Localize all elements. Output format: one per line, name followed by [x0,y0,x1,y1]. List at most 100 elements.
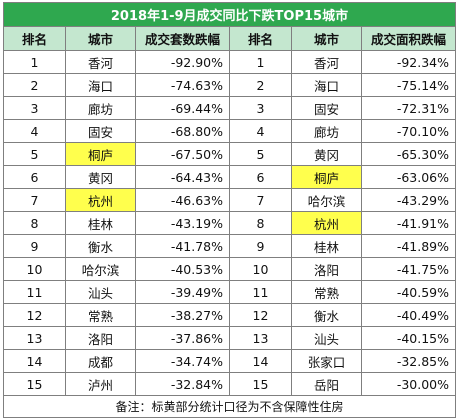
rank-cell-left: 9 [3,234,66,258]
city-cell-right: 岳阳 [291,372,362,396]
city-cell-right: 哈尔滨 [291,188,362,212]
city-cell-left: 廊坊 [65,96,136,120]
units-decline-cell: -43.19% [135,211,230,235]
header-city-left: 城市 [65,26,136,51]
area-decline-cell: -92.34% [361,50,456,74]
units-decline-cell: -69.44% [135,96,230,120]
rank-cell-left: 10 [3,257,66,281]
header-rank-right: 排名 [229,26,292,51]
units-decline-cell: -40.53% [135,257,230,281]
city-cell-left: 黄冈 [65,165,136,189]
header-area-decline: 成交面积跌幅 [361,26,456,51]
city-cell-left: 常熟 [65,303,136,327]
rank-cell-right: 13 [229,326,292,350]
table-note: 备注：标黄部分统计口径为不含保障性住房 [3,395,456,418]
area-decline-cell: -30.00% [361,372,456,396]
rank-cell-left: 12 [3,303,66,327]
rank-cell-right: 5 [229,142,292,166]
city-cell-right: 衡水 [291,303,362,327]
city-cell-right: 黄冈 [291,142,362,166]
table-row: 2 海口 -74.63% 2 海口 -75.14% [3,73,456,97]
rank-cell-left: 1 [3,50,66,74]
city-cell-left: 桂林 [65,211,136,235]
table-row: 1 香河 -92.90% 1 香河 -92.34% [3,50,456,74]
rank-cell-left: 2 [3,73,66,97]
area-decline-cell: -40.59% [361,280,456,304]
header-units-decline: 成交套数跌幅 [135,26,230,51]
rank-cell-left: 5 [3,142,66,166]
units-decline-cell: -38.27% [135,303,230,327]
city-cell-right: 桂林 [291,234,362,258]
rank-cell-right: 4 [229,119,292,143]
rank-cell-left: 13 [3,326,66,350]
city-cell-right: 杭州 [291,211,362,235]
rank-cell-right: 2 [229,73,292,97]
city-cell-right: 香河 [291,50,362,74]
units-decline-cell: -92.90% [135,50,230,74]
rank-cell-right: 9 [229,234,292,258]
table-row: 13 洛阳 -37.86% 13 汕头 -40.15% [3,326,456,350]
rank-cell-left: 14 [3,349,66,373]
table-row: 5 桐庐 -67.50% 5 黄冈 -65.30% [3,142,456,166]
table-body: 1 香河 -92.90% 1 香河 -92.34% 2 海口 -74.63% 2 海口 -75.14%… [3,50,456,396]
area-decline-cell: -40.49% [361,303,456,327]
city-cell-right: 汕头 [291,326,362,350]
units-decline-cell: -46.63% [135,188,230,212]
area-decline-cell: -65.30% [361,142,456,166]
table-row: 14 成都 -34.74% 14 张家口 -32.85% [3,349,456,373]
rank-cell-right: 11 [229,280,292,304]
units-decline-cell: -37.86% [135,326,230,350]
area-decline-cell: -40.15% [361,326,456,350]
area-decline-cell: -75.14% [361,73,456,97]
rank-cell-right: 8 [229,211,292,235]
city-cell-right: 洛阳 [291,257,362,281]
rank-cell-right: 14 [229,349,292,373]
area-decline-cell: -41.89% [361,234,456,258]
city-cell-right: 廊坊 [291,119,362,143]
units-decline-cell: -67.50% [135,142,230,166]
units-decline-cell: -39.49% [135,280,230,304]
rank-cell-right: 3 [229,96,292,120]
rank-cell-left: 4 [3,119,66,143]
city-cell-left: 泸州 [65,372,136,396]
rank-cell-left: 3 [3,96,66,120]
city-cell-left: 哈尔滨 [65,257,136,281]
city-cell-left: 香河 [65,50,136,74]
city-cell-right: 常熟 [291,280,362,304]
header-rank-left: 排名 [3,26,66,51]
city-cell-left: 固安 [65,119,136,143]
units-decline-cell: -41.78% [135,234,230,258]
table-row: 15 泸州 -32.84% 15 岳阳 -30.00% [3,372,456,396]
rank-cell-left: 11 [3,280,66,304]
table-row: 11 汕头 -39.49% 11 常熟 -40.59% [3,280,456,304]
area-decline-cell: -41.91% [361,211,456,235]
city-cell-left: 汕头 [65,280,136,304]
rank-cell-left: 15 [3,372,66,396]
rank-cell-left: 8 [3,211,66,235]
table-row: 3 廊坊 -69.44% 3 固安 -72.31% [3,96,456,120]
table-title: 2018年1-9月成交同比下跌TOP15城市 [3,2,456,27]
table-title-row: 2018年1-9月成交同比下跌TOP15城市 [3,2,456,27]
area-decline-cell: -43.29% [361,188,456,212]
units-decline-cell: -64.43% [135,165,230,189]
table-row: 6 黄冈 -64.43% 6 桐庐 -63.06% [3,165,456,189]
rank-cell-right: 6 [229,165,292,189]
rank-cell-right: 12 [229,303,292,327]
rank-cell-right: 7 [229,188,292,212]
table-row: 12 常熟 -38.27% 12 衡水 -40.49% [3,303,456,327]
rank-cell-right: 10 [229,257,292,281]
city-cell-left: 洛阳 [65,326,136,350]
city-cell-left: 海口 [65,73,136,97]
rank-cell-left: 6 [3,165,66,189]
city-cell-right: 海口 [291,73,362,97]
city-cell-right: 桐庐 [291,165,362,189]
header-city-right: 城市 [291,26,362,51]
table-row: 4 固安 -68.80% 4 廊坊 -70.10% [3,119,456,143]
note-row: 备注：标黄部分统计口径为不含保障性住房 [3,395,456,418]
units-decline-cell: -32.84% [135,372,230,396]
area-decline-cell: -70.10% [361,119,456,143]
table-row: 9 衡水 -41.78% 9 桂林 -41.89% [3,234,456,258]
table-row: 8 桂林 -43.19% 8 杭州 -41.91% [3,211,456,235]
units-decline-cell: -74.63% [135,73,230,97]
ranking-table-container: 2018年1-9月成交同比下跌TOP15城市 排名 城市 成交套数跌幅 排名 城… [3,2,456,418]
